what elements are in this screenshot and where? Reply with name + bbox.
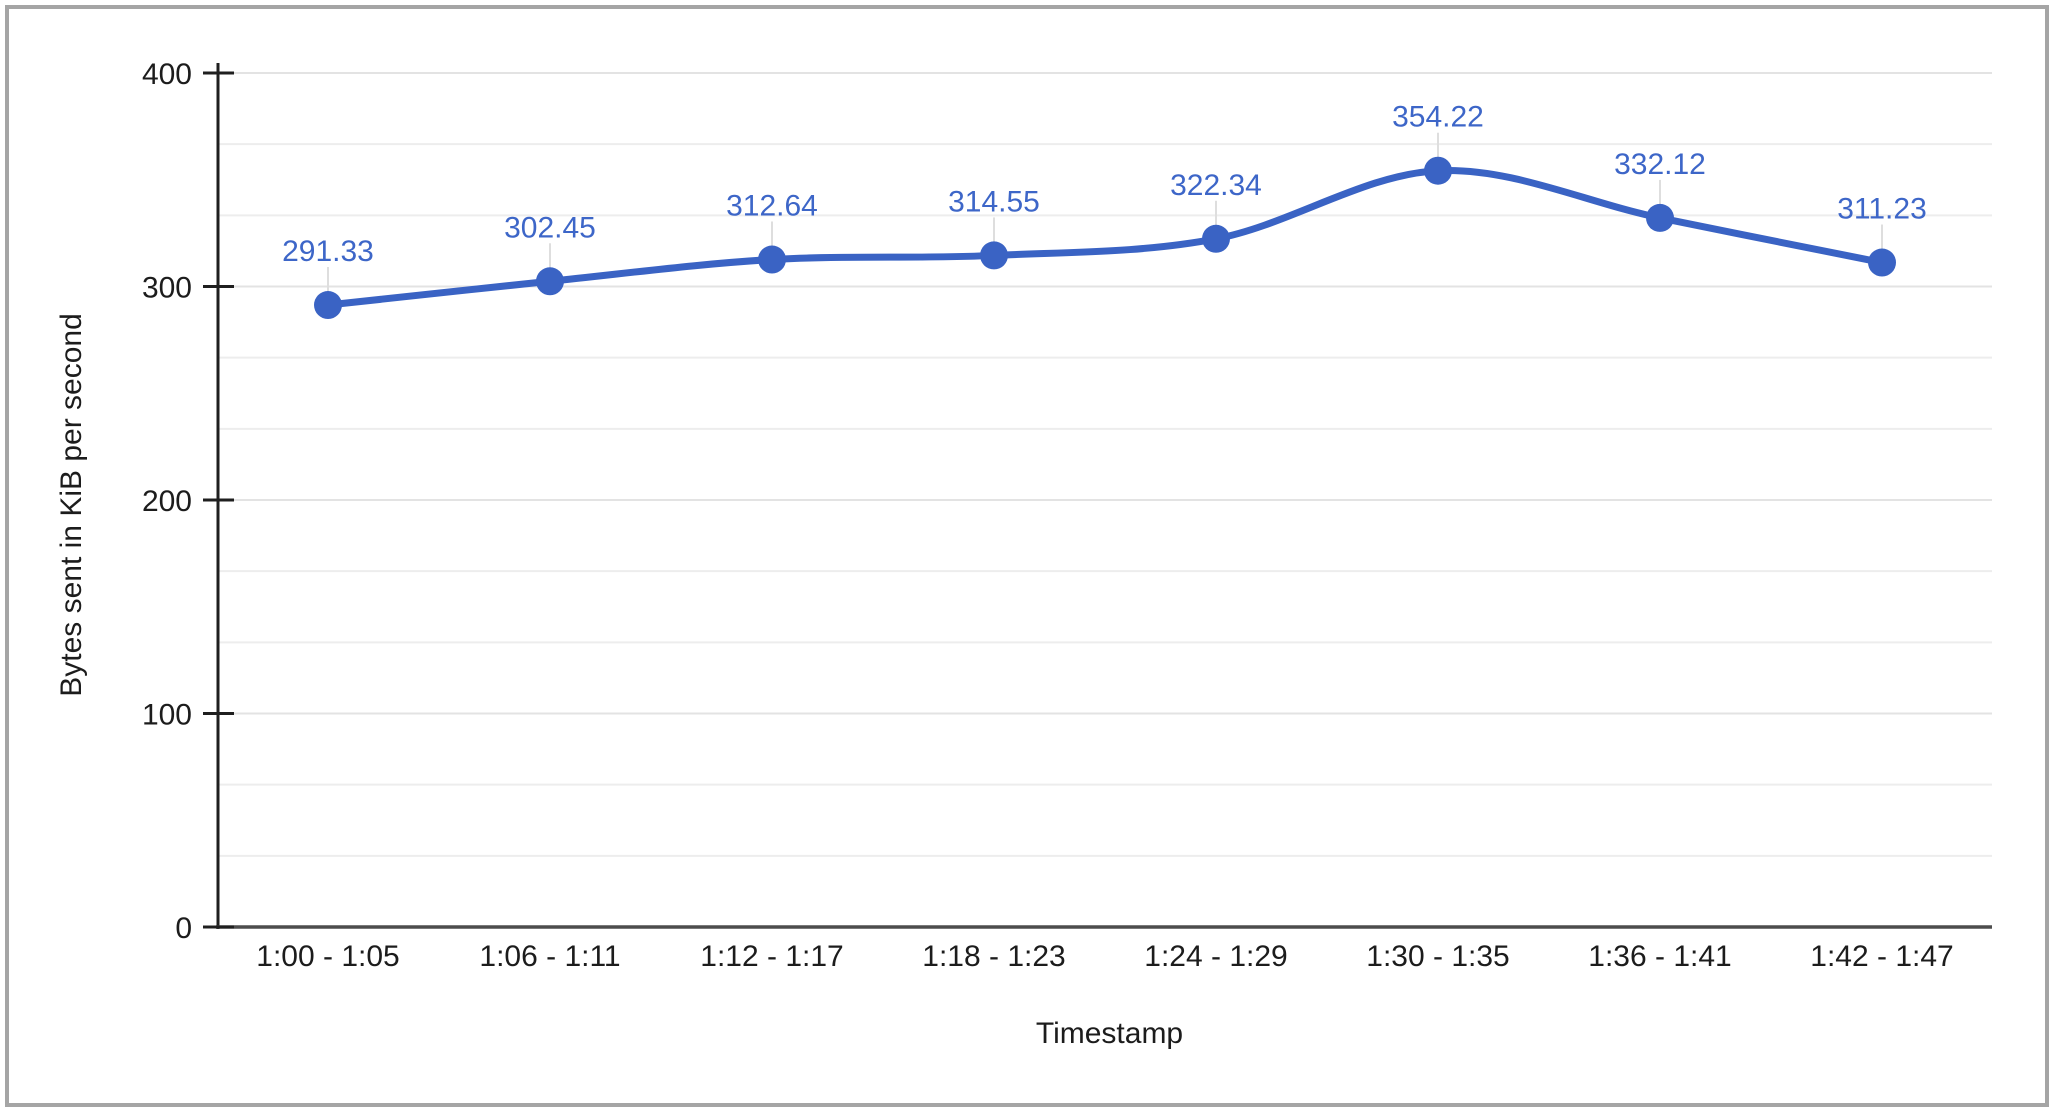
chart-canvas: 291.33 302.45 312.64 314.55 322.34 354.22 332.… <box>9 9 2045 1103</box>
y-tick-label: 300 <box>142 272 192 305</box>
x-tick-label: 1:42 - 1:47 <box>1810 940 1953 973</box>
data-point-marker[interactable] <box>1646 203 1674 232</box>
x-tick-label: 1:24 - 1:29 <box>1144 940 1287 973</box>
x-tick-label: 1:12 - 1:17 <box>700 940 843 973</box>
data-point-label: 332.12 <box>1614 148 1706 181</box>
data-point-label: 311.23 <box>1837 193 1927 226</box>
data-point-marker[interactable] <box>1424 156 1452 185</box>
data-point-label: 302.45 <box>504 211 596 244</box>
x-tick-label: 1:36 - 1:41 <box>1588 940 1731 973</box>
line-chart: 291.33 302.45 312.64 314.55 322.34 354.22 332.… <box>142 58 1992 973</box>
data-point-marker[interactable] <box>758 245 786 274</box>
x-tick-label: 1:18 - 1:23 <box>922 940 1065 973</box>
x-tick-label: 1:06 - 1:11 <box>479 940 620 973</box>
y-axis-title: Bytes sent in KiB per second <box>55 313 88 697</box>
x-tick-label: 1:30 - 1:35 <box>1366 940 1509 973</box>
y-tick-label: 100 <box>142 699 192 732</box>
data-point-marker[interactable] <box>1202 224 1230 253</box>
data-point-label: 322.34 <box>1170 169 1262 202</box>
data-point-marker[interactable] <box>1868 248 1896 277</box>
y-tick-label: 400 <box>142 58 192 91</box>
data-point-label: 291.33 <box>282 235 374 268</box>
data-point-label: 314.55 <box>948 185 1040 218</box>
data-point-label: 312.64 <box>726 190 818 223</box>
data-point-marker[interactable] <box>314 291 342 320</box>
x-axis-title: Timestamp <box>1035 1017 1184 1050</box>
y-tick-label: 0 <box>175 912 192 945</box>
data-point-marker[interactable] <box>536 267 564 296</box>
y-tick-label: 200 <box>142 485 192 518</box>
x-tick-label: 1:00 - 1:05 <box>256 940 399 973</box>
data-point-label: 354.22 <box>1392 101 1484 134</box>
data-point-marker[interactable] <box>980 241 1008 270</box>
window-border: 291.33 302.45 312.64 314.55 322.34 354.22 332.… <box>5 5 2049 1107</box>
series-line <box>324 167 1886 309</box>
